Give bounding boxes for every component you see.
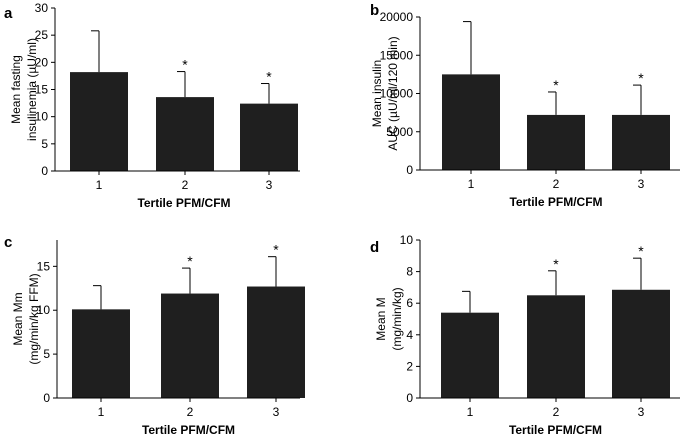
panel-d-bar-2 bbox=[527, 295, 585, 398]
panel-d-bar-1 bbox=[441, 312, 499, 398]
panel-b-ylabel-line-1: Mean insulin bbox=[370, 60, 384, 127]
panel-c-ytick-label-0: 0 bbox=[43, 391, 50, 405]
panel-a-significance-2: * bbox=[182, 57, 188, 73]
panel-d-bar-3 bbox=[612, 289, 670, 398]
panel-a-ytick-label-25: 25 bbox=[35, 28, 49, 42]
panel-a-xtick-label-2: 2 bbox=[182, 178, 189, 192]
panel-c-bar-3 bbox=[247, 286, 305, 398]
panel-d-letter: d bbox=[370, 239, 379, 256]
panel-a-ylabel-line-1: Mean fasting bbox=[9, 55, 23, 124]
panel-a-ytick-label-10: 10 bbox=[35, 110, 49, 124]
panel-c-xlabel: Tertile PFM/CFM bbox=[142, 423, 235, 437]
panel-a-ylabel-line-2: insulinemia (µU/ml) bbox=[25, 38, 39, 141]
panel-d-xtick-label-3: 3 bbox=[638, 405, 645, 419]
panel-d-xlabel: Tertile PFM/CFM bbox=[509, 423, 602, 437]
panel-d-ytick-label-8: 8 bbox=[406, 265, 413, 279]
panel-a-ytick-label-30: 30 bbox=[35, 1, 49, 15]
panel-d-significance-2: * bbox=[553, 256, 559, 272]
panel-b-ytick-label-15000: 15000 bbox=[380, 48, 414, 62]
panel-c-ytick-label-5: 5 bbox=[43, 347, 50, 361]
panel-c-significance-2: * bbox=[187, 253, 193, 269]
panel-c-bar-2 bbox=[161, 293, 219, 398]
panel-d-ytick-label-10: 10 bbox=[400, 233, 414, 247]
panel-b-ytick-label-5000: 5000 bbox=[386, 125, 413, 139]
panel-b-ylabel-line-2: AUC (µU/ml/120 min) bbox=[386, 36, 400, 150]
panel-d-significance-3: * bbox=[638, 243, 644, 259]
panel-b-xtick-label-2: 2 bbox=[553, 177, 560, 191]
panel-d-ytick-label-6: 6 bbox=[406, 296, 413, 310]
panel-a-ytick-label-5: 5 bbox=[41, 137, 48, 151]
panel-c-significance-3: * bbox=[273, 242, 279, 258]
panel-d-ylabel-line-1: Mean M bbox=[374, 297, 388, 340]
panel-c-ylabel-line-1: Mean Mm bbox=[11, 292, 25, 345]
panel-a-ytick-label-20: 20 bbox=[35, 55, 49, 69]
panel-b-bar-2 bbox=[527, 114, 585, 170]
panel-a-ytick-label-0: 0 bbox=[41, 164, 48, 178]
panel-c-xtick-label-3: 3 bbox=[273, 405, 280, 419]
panel-b-letter: b bbox=[370, 2, 379, 19]
panel-c-ytick-label-10: 10 bbox=[37, 303, 51, 317]
panel-d-xtick-label-2: 2 bbox=[553, 405, 560, 419]
panel-a-xlabel: Tertile PFM/CFM bbox=[137, 196, 230, 210]
panel-b-xtick-label-1: 1 bbox=[468, 177, 475, 191]
panel-b-ytick-label-0: 0 bbox=[406, 163, 413, 177]
panel-a-ytick-label-15: 15 bbox=[35, 83, 49, 97]
panel-a-xtick-label-1: 1 bbox=[96, 178, 103, 192]
panel-a-xtick-label-3: 3 bbox=[266, 178, 273, 192]
panel-b-xlabel: Tertile PFM/CFM bbox=[509, 195, 602, 209]
panel-b-significance-2: * bbox=[553, 77, 559, 93]
panel-d-ytick-label-4: 4 bbox=[406, 328, 413, 342]
panel-a-bar-3 bbox=[240, 103, 298, 171]
panel-a-bar-1 bbox=[70, 72, 128, 171]
panel-d-xtick-label-1: 1 bbox=[467, 405, 474, 419]
panel-b-ytick-label-10000: 10000 bbox=[380, 87, 414, 101]
panel-b-xtick-label-3: 3 bbox=[638, 177, 645, 191]
panel-a-significance-3: * bbox=[266, 69, 272, 85]
panel-d-ytick-label-2: 2 bbox=[406, 359, 413, 373]
panel-b-significance-3: * bbox=[638, 70, 644, 86]
panel-a-letter: a bbox=[4, 5, 13, 22]
panel-c-bar-1 bbox=[72, 309, 130, 398]
panel-c-letter: c bbox=[4, 234, 12, 251]
panel-c-xtick-label-2: 2 bbox=[187, 405, 194, 419]
panel-c-ylabel-line-2: (mg/min/kg FFM) bbox=[27, 273, 41, 364]
panel-b-bar-1 bbox=[442, 74, 500, 170]
panel-d-ytick-label-0: 0 bbox=[406, 391, 413, 405]
panel-d-ylabel-line-2: (mg/min/kg) bbox=[390, 287, 404, 350]
panel-b-bar-3 bbox=[612, 114, 670, 170]
panel-a-bar-2 bbox=[156, 97, 214, 171]
panel-c-xtick-label-1: 1 bbox=[98, 405, 105, 419]
panel-b-ytick-label-20000: 20000 bbox=[380, 10, 414, 24]
panel-c-ytick-label-15: 15 bbox=[37, 259, 51, 273]
